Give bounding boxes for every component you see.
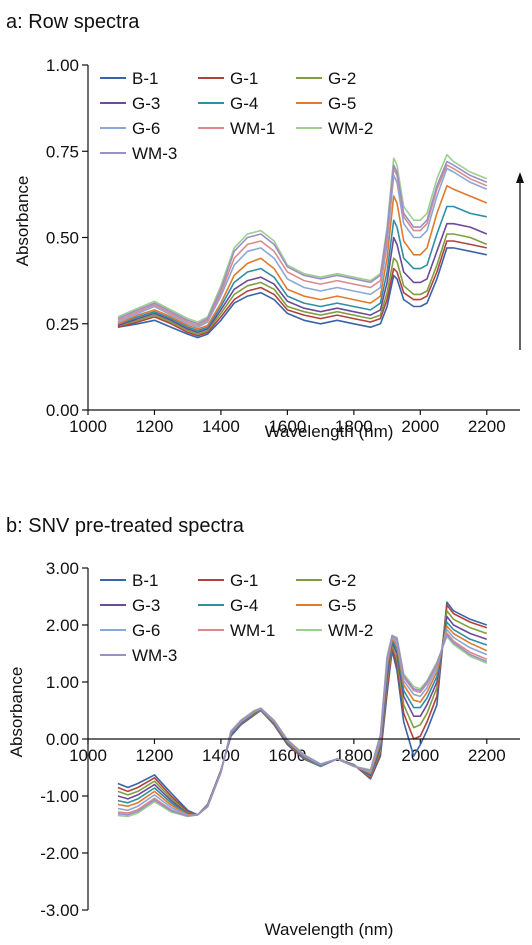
- series-line-wm-3: [117, 160, 488, 325]
- ytick-label: 1.00: [46, 673, 79, 692]
- series-line-wm-1: [117, 164, 488, 327]
- panel-b-ylabel: Absorbance: [7, 667, 26, 758]
- panel-a-ylabel: Absorbance: [13, 176, 32, 267]
- legend-label: G-2: [328, 69, 356, 88]
- legend-label: G-5: [328, 596, 356, 615]
- series-line-g-4: [117, 205, 487, 332]
- panel-b-series-lines: [117, 601, 488, 818]
- series-line-g-6: [117, 167, 488, 329]
- series-line-g-1: [117, 604, 488, 816]
- xtick-label: 2200: [468, 417, 506, 436]
- legend-label: WM-1: [230, 621, 275, 640]
- series-line-g-3: [117, 222, 488, 334]
- series-line-g-1: [117, 240, 487, 337]
- ytick-label: 2.00: [46, 616, 79, 635]
- panel-a: a: Row spectra Absorbance Wavelength (nm…: [6, 11, 524, 441]
- legend-label: G-4: [230, 94, 258, 113]
- panel-b-yticks: 3.00 2.00 1.00 0.00 -1.00 -2.00 -3.00: [40, 559, 88, 920]
- xtick-label: 1800: [335, 417, 373, 436]
- panel-a-xticks: 1000 1200 1400 1600 1800 2000 2200: [69, 410, 506, 436]
- series-line-g-2: [117, 609, 488, 816]
- legend-label: WM-2: [328, 621, 373, 640]
- ytick-label: 0.50: [46, 229, 79, 248]
- panel-b-xticks: 1000 1200 1400 1600 1800 2000 2200: [69, 739, 506, 765]
- ytick-label: 1.00: [46, 56, 79, 75]
- ytick-label: 0.00: [46, 730, 79, 749]
- xtick-label: 1000: [69, 417, 107, 436]
- ytick-label: 0.75: [46, 142, 79, 161]
- series-line-b-1: [117, 247, 487, 339]
- panel-b-xlabel: Wavelength (nm): [265, 920, 394, 939]
- xtick-label: 1400: [202, 746, 240, 765]
- legend-label: B-1: [132, 571, 158, 590]
- legend-label: G-3: [132, 94, 160, 113]
- legend-label: G-5: [328, 94, 356, 113]
- series-line-wm-2: [117, 153, 488, 323]
- legend-label: G-6: [132, 119, 160, 138]
- legend-label: G-1: [230, 571, 258, 590]
- legend-label: WM-2: [328, 119, 373, 138]
- xtick-label: 1800: [335, 746, 373, 765]
- panel-a-title: a: Row spectra: [6, 11, 140, 33]
- panel-a-legend: B-1 G-1 G-2 G-3 G-4 G-5 G-6 WM-1 WM-2 WM-3: [100, 69, 373, 163]
- ytick-label: 0.00: [46, 401, 79, 420]
- xtick-label: 1400: [202, 417, 240, 436]
- ytick-label: 0.25: [46, 315, 79, 334]
- series-line-g-5: [117, 185, 488, 330]
- panel-b-title: b: SNV pre-treated spectra: [6, 515, 245, 537]
- xtick-label: 1200: [136, 746, 174, 765]
- ytick-label: -2.00: [40, 844, 79, 863]
- xtick-label: 1200: [136, 417, 174, 436]
- legend-label: G-2: [328, 571, 356, 590]
- panel-a-yticks: 0.00 0.25 0.50 0.75 1.00: [46, 56, 88, 420]
- ytick-label: 3.00: [46, 559, 79, 578]
- panel-a-xlabel: Wavelength (nm): [265, 422, 394, 441]
- arrow-annotation: [516, 172, 524, 350]
- ytick-label: -1.00: [40, 787, 79, 806]
- legend-label: WM-3: [132, 646, 177, 665]
- ytick-label: -3.00: [40, 901, 79, 920]
- legend-label: B-1: [132, 69, 158, 88]
- panel-b: b: SNV pre-treated spectra Absorbance Wa…: [6, 515, 520, 939]
- xtick-label: 2200: [468, 746, 506, 765]
- legend-label: G-4: [230, 596, 258, 615]
- panel-b-legend: B-1 G-1 G-2 G-3 G-4 G-5 G-6 WM-1 WM-2 WM-3: [100, 571, 373, 665]
- xtick-label: 1600: [268, 417, 306, 436]
- legend-label: WM-1: [230, 119, 275, 138]
- series-line-wm-3: [117, 633, 488, 817]
- series-line-g-2: [117, 233, 488, 335]
- legend-label: G-6: [132, 621, 160, 640]
- legend-label: G-3: [132, 596, 160, 615]
- legend-label: WM-3: [132, 144, 177, 163]
- legend-label: G-1: [230, 69, 258, 88]
- panel-a-series-lines: [117, 153, 488, 339]
- xtick-label: 2000: [401, 417, 439, 436]
- xtick-label: 2000: [401, 746, 439, 765]
